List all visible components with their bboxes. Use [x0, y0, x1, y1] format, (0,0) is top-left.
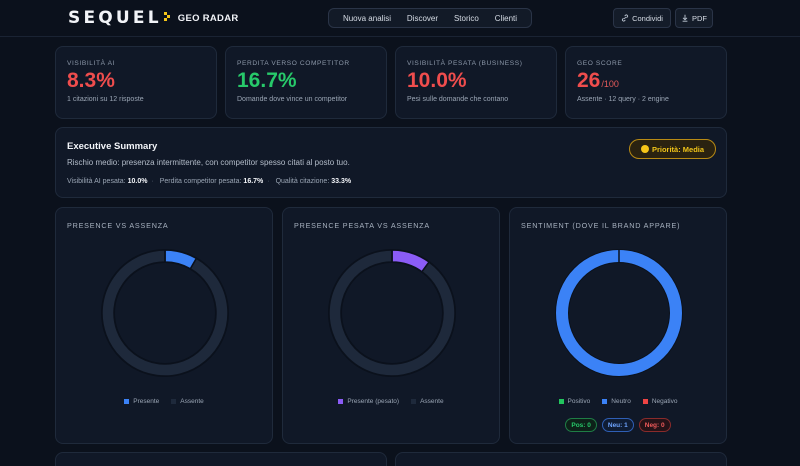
donut-slice-assente [328, 249, 456, 377]
logo[interactable]: SEQUEL GEO RADAR [68, 8, 239, 28]
chart-legend: Presente Assente [56, 398, 272, 405]
kpi-sub: Assente · 12 query · 2 engine [577, 96, 669, 103]
negative-count-badge: Neg: 0 [638, 418, 671, 432]
legend-label: Assente [180, 398, 204, 405]
kpi-label: GEO Score [577, 60, 623, 67]
legend-item: Neutro [602, 398, 631, 405]
geo-score-suffix: /100 [601, 79, 619, 89]
kpi-card-competitor-loss: Perdita verso competitor 16.7% Domande d… [225, 46, 387, 119]
link-icon [622, 14, 629, 22]
legend-item: Assente [171, 398, 204, 405]
sentiment-chart-card: Sentiment (dove il brand appare) Positiv… [509, 207, 727, 444]
kpi-card-visibility: Visibilità AI 8.3% 1 citazioni su 12 ris… [55, 46, 217, 119]
legend-label: Positivo [567, 398, 591, 405]
presence-donut [101, 249, 229, 377]
legend-item: Positivo [558, 398, 591, 405]
legend-label: Presente [133, 398, 160, 405]
kpi-card-geo-score: GEO Score 26/100 Assente · 12 query · 2 … [565, 46, 727, 119]
kpi-card-weighted-visibility: Visibilità pesata (business) 10.0% Pesi … [395, 46, 557, 119]
geo-score-value: 26 [577, 69, 601, 92]
executive-title: Executive Summary [67, 141, 158, 152]
yellow-circle-icon [640, 145, 649, 153]
chart-legend: Presente (pesato) Assente [283, 398, 499, 405]
kpi-value: 10.0% [407, 69, 467, 92]
weighted-presence-donut [328, 249, 456, 377]
legend-item: Presente (pesato) [338, 398, 399, 405]
kpi-value: 8.3% [67, 69, 115, 92]
kpi-label: Visibilità pesata (business) [407, 60, 523, 67]
legend-label: Negativo [651, 398, 678, 405]
logo-text: SEQUEL [68, 8, 162, 28]
metric-value: 33.3% [331, 178, 352, 185]
metric-label: Perdita competitor pesata: [159, 178, 242, 185]
positive-count-badge: Pos: 0 [565, 418, 597, 432]
nav-storico[interactable]: Storico [453, 13, 479, 23]
donut-slice-assente [101, 249, 229, 377]
kpi-sub: Domande dove vince un competitor [237, 96, 348, 103]
share-label: Condividi [632, 13, 663, 23]
kpi-label: Visibilità AI [67, 60, 116, 67]
pdf-button[interactable]: PDF [675, 8, 713, 28]
main-nav: Nuova analisi Discover Storico Clienti [328, 8, 532, 28]
chart-title: Sentiment (dove il brand appare) [521, 221, 681, 230]
metric-value: 16.7% [243, 178, 264, 185]
top-bar: SEQUEL GEO RADAR Nuova analisi Discover … [0, 0, 800, 37]
weighted-presence-chart-card: Presence pesata vs Assenza Presente (pes… [282, 207, 500, 444]
pdf-label: PDF [692, 13, 707, 23]
kpi-sub: Pesi sulle domande che contano [407, 96, 509, 103]
logo-mark-icon [163, 11, 170, 21]
nav-clienti[interactable]: Clienti [494, 13, 518, 23]
nav-nuova-analisi[interactable]: Nuova analisi [342, 13, 391, 23]
kpi-value: 26/100 [577, 69, 619, 93]
sentiment-donut [555, 249, 683, 377]
logo-subtitle: GEO RADAR [177, 12, 239, 24]
executive-metrics: Visibilità AI pesata: 10.0% · Perdita com… [67, 178, 352, 185]
neutral-count-badge: Neu: 1 [601, 418, 634, 432]
legend-item: Negativo [642, 398, 678, 405]
donut-slice-neutro [556, 250, 682, 376]
kpi-value: 16.7% [237, 69, 297, 92]
legend-label: Presente (pesato) [347, 398, 400, 405]
chart-title: Presence pesata vs Assenza [294, 221, 430, 230]
sentiment-badges: Pos: 0 Neu: 1 Neg: 0 [510, 418, 726, 432]
executive-text: Rischio medio: presenza intermittente, c… [67, 158, 350, 167]
executive-summary: Executive Summary Rischio medio: presenz… [55, 127, 727, 198]
kpi-label: Perdita verso competitor [237, 60, 350, 67]
download-icon [682, 14, 688, 22]
chart-title: Presence vs Assenza [67, 221, 169, 230]
kpi-sub: 1 citazioni su 12 risposte [67, 96, 144, 103]
priority-label: Priorità: Media [651, 144, 705, 154]
metric-label: Qualità citazione: [275, 178, 330, 185]
nav-discover[interactable]: Discover [406, 13, 439, 23]
metric-value: 10.0% [127, 178, 148, 185]
legend-item: Assente [411, 398, 444, 405]
share-button[interactable]: Condividi [613, 8, 671, 28]
priority-badge: Priorità: Media [629, 139, 716, 159]
presence-chart-card: Presence vs Assenza Presente Assente [55, 207, 273, 444]
chart-legend: Positivo Neutro Negativo [510, 398, 726, 405]
legend-item: Presente [124, 398, 159, 405]
bottom-card-right [395, 452, 727, 466]
metric-label: Visibilità AI pesata: [67, 178, 126, 185]
legend-label: Assente [420, 398, 444, 405]
legend-label: Neutro [611, 398, 631, 405]
bottom-card-left [55, 452, 387, 466]
